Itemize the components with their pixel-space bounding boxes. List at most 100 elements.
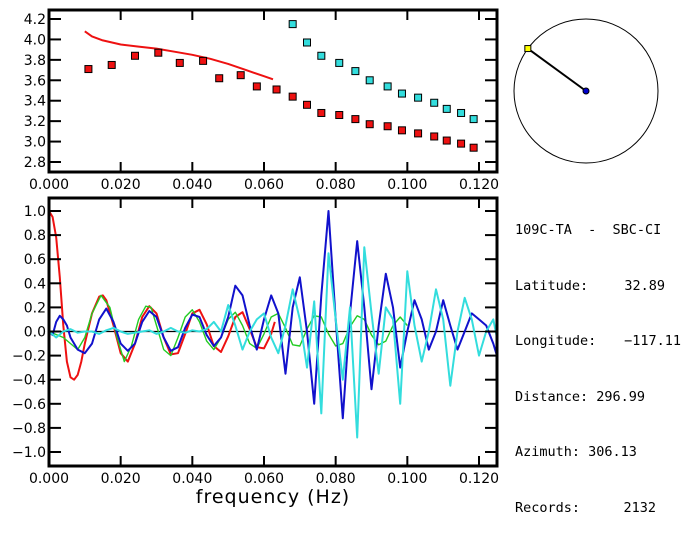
cyan-points-marker xyxy=(351,67,360,76)
x-tick-label: 0.020 xyxy=(101,177,141,193)
x-tick-label: 0.100 xyxy=(387,177,427,193)
x-tick-label: 0.060 xyxy=(244,177,284,193)
x-tick-label: 0.060 xyxy=(244,471,284,487)
cyan-points-marker xyxy=(365,76,374,85)
longitude-value: −117.11 xyxy=(624,333,681,349)
station-marker xyxy=(524,45,532,53)
cyan-line xyxy=(49,246,497,439)
y-tick-label: 4.2 xyxy=(24,12,46,28)
plot-frame xyxy=(47,8,499,174)
red-points-marker xyxy=(317,108,326,117)
station-info-panel: 109C-TA - SBC-CI Latitude: 32.89 Longitud… xyxy=(515,184,681,536)
red-points-marker xyxy=(365,120,374,129)
red-points-marker xyxy=(107,60,116,69)
red-points-marker xyxy=(335,111,344,120)
x-axis-title: frequency (Hz) xyxy=(196,486,350,508)
y-tick-label: 0.2 xyxy=(24,300,46,316)
records-label: Records: xyxy=(515,499,581,516)
red-points-marker xyxy=(383,122,392,131)
cyan-points-marker xyxy=(335,58,344,67)
x-tick-label: 0.080 xyxy=(316,177,356,193)
azimuth-row: Azimuth: 306.13 xyxy=(515,443,661,462)
x-tick-label: 0.040 xyxy=(172,471,212,487)
cyan-points-marker xyxy=(442,104,451,113)
red-points-marker xyxy=(469,143,478,152)
red-points-marker xyxy=(414,129,423,138)
cyan-points-marker xyxy=(414,93,423,102)
longitude-label: Longitude: xyxy=(515,333,597,349)
red-points-marker xyxy=(397,126,406,135)
coherency-plot: 0.000 0.020 0.040 0.060 0.080 0.100 0.120 −1.0 −… xyxy=(12,196,499,508)
red-points-marker xyxy=(272,85,281,94)
x-tick-label: 0.000 xyxy=(29,177,69,193)
y-tick-label: −0.8 xyxy=(12,421,46,437)
y-tick-label: 3.6 xyxy=(24,73,46,89)
x-tick-label: 0.100 xyxy=(387,471,427,487)
station-pair-title: 109C-TA - SBC-CI xyxy=(515,222,662,238)
azimuth-label: Azimuth: xyxy=(515,444,581,460)
cyan-points-marker xyxy=(430,98,439,107)
y-tick-label: −1.0 xyxy=(12,445,46,461)
red-points-marker xyxy=(303,100,311,109)
distance-label: Distance: xyxy=(515,388,589,405)
red-points-marker xyxy=(442,136,451,145)
red-points-marker xyxy=(252,82,261,91)
distance-row: Distance: 296.99 xyxy=(515,388,661,407)
series-group xyxy=(49,210,497,439)
red-points-marker xyxy=(215,74,224,83)
group-velocity-plot: 0.000 0.020 0.040 0.060 0.080 0.100 0.120 2.8 3.… xyxy=(24,8,499,193)
red-points-marker xyxy=(175,58,184,67)
map-circle xyxy=(513,18,659,164)
latitude-label: Latitude: xyxy=(515,277,589,294)
blue-line xyxy=(49,210,497,420)
red-curve-line xyxy=(84,30,274,81)
y-tick-label: 3.2 xyxy=(24,114,46,130)
cyan-points-marker xyxy=(288,20,297,29)
red-points-marker xyxy=(154,48,163,57)
red-line xyxy=(49,210,276,381)
center-marker xyxy=(582,87,590,95)
longitude-row: Longitude: −117.11 xyxy=(515,332,681,351)
red-points-marker xyxy=(131,51,139,60)
x-tick-label: 0.040 xyxy=(172,177,212,193)
latitude-row: Latitude: 32.89 xyxy=(515,277,665,296)
x-tick-label: 0.120 xyxy=(459,471,499,487)
y-tick-label: 1.0 xyxy=(24,204,46,220)
y-tick-label: 0.6 xyxy=(24,252,46,268)
red-points-marker xyxy=(84,65,93,74)
records-row: Records: 2132 xyxy=(515,499,661,518)
y-tick-label: 3.4 xyxy=(24,94,46,110)
x-tick-label: 0.080 xyxy=(316,471,356,487)
y-tick-label: −0.4 xyxy=(12,373,46,389)
azimuth-value: 306.13 xyxy=(588,444,637,460)
red-points-marker xyxy=(430,132,439,141)
red-points-marker xyxy=(457,139,466,148)
y-tick-label: 3.8 xyxy=(24,53,46,69)
x-tick-label: 0.020 xyxy=(101,471,141,487)
y-tick-label: 4.0 xyxy=(24,32,46,48)
cyan-points-marker xyxy=(383,82,392,91)
azimuth-line xyxy=(527,47,587,92)
chart-canvas: 0.000 0.020 0.040 0.060 0.080 0.100 0.120 2.8 3.… xyxy=(12,8,659,508)
x-tick-label: 0.120 xyxy=(459,177,499,193)
azimuth-circle xyxy=(513,18,659,164)
y-tick-label: 0.4 xyxy=(24,276,46,292)
latitude-value: 32.89 xyxy=(624,277,665,294)
distance-value: 296.99 xyxy=(596,388,646,405)
cyan-points-marker xyxy=(397,89,406,98)
red-points-marker xyxy=(236,71,245,80)
cyan-points-marker xyxy=(303,38,311,47)
y-tick-label: 0.0 xyxy=(24,325,46,341)
y-tick-label: −0.2 xyxy=(12,349,46,365)
cyan-points-marker xyxy=(457,108,466,117)
red-points-marker xyxy=(288,92,297,101)
y-tick-label: 3.0 xyxy=(24,135,46,151)
y-tick-label: −0.6 xyxy=(12,397,46,413)
cyan-points-marker xyxy=(469,115,478,124)
series-group xyxy=(84,20,478,152)
records-value: 2132 xyxy=(623,499,656,516)
y-tick-label: 2.8 xyxy=(24,155,46,171)
x-tick-label: 0.000 xyxy=(29,471,69,487)
red-points-marker xyxy=(199,56,208,65)
cyan-points-marker xyxy=(317,51,326,60)
